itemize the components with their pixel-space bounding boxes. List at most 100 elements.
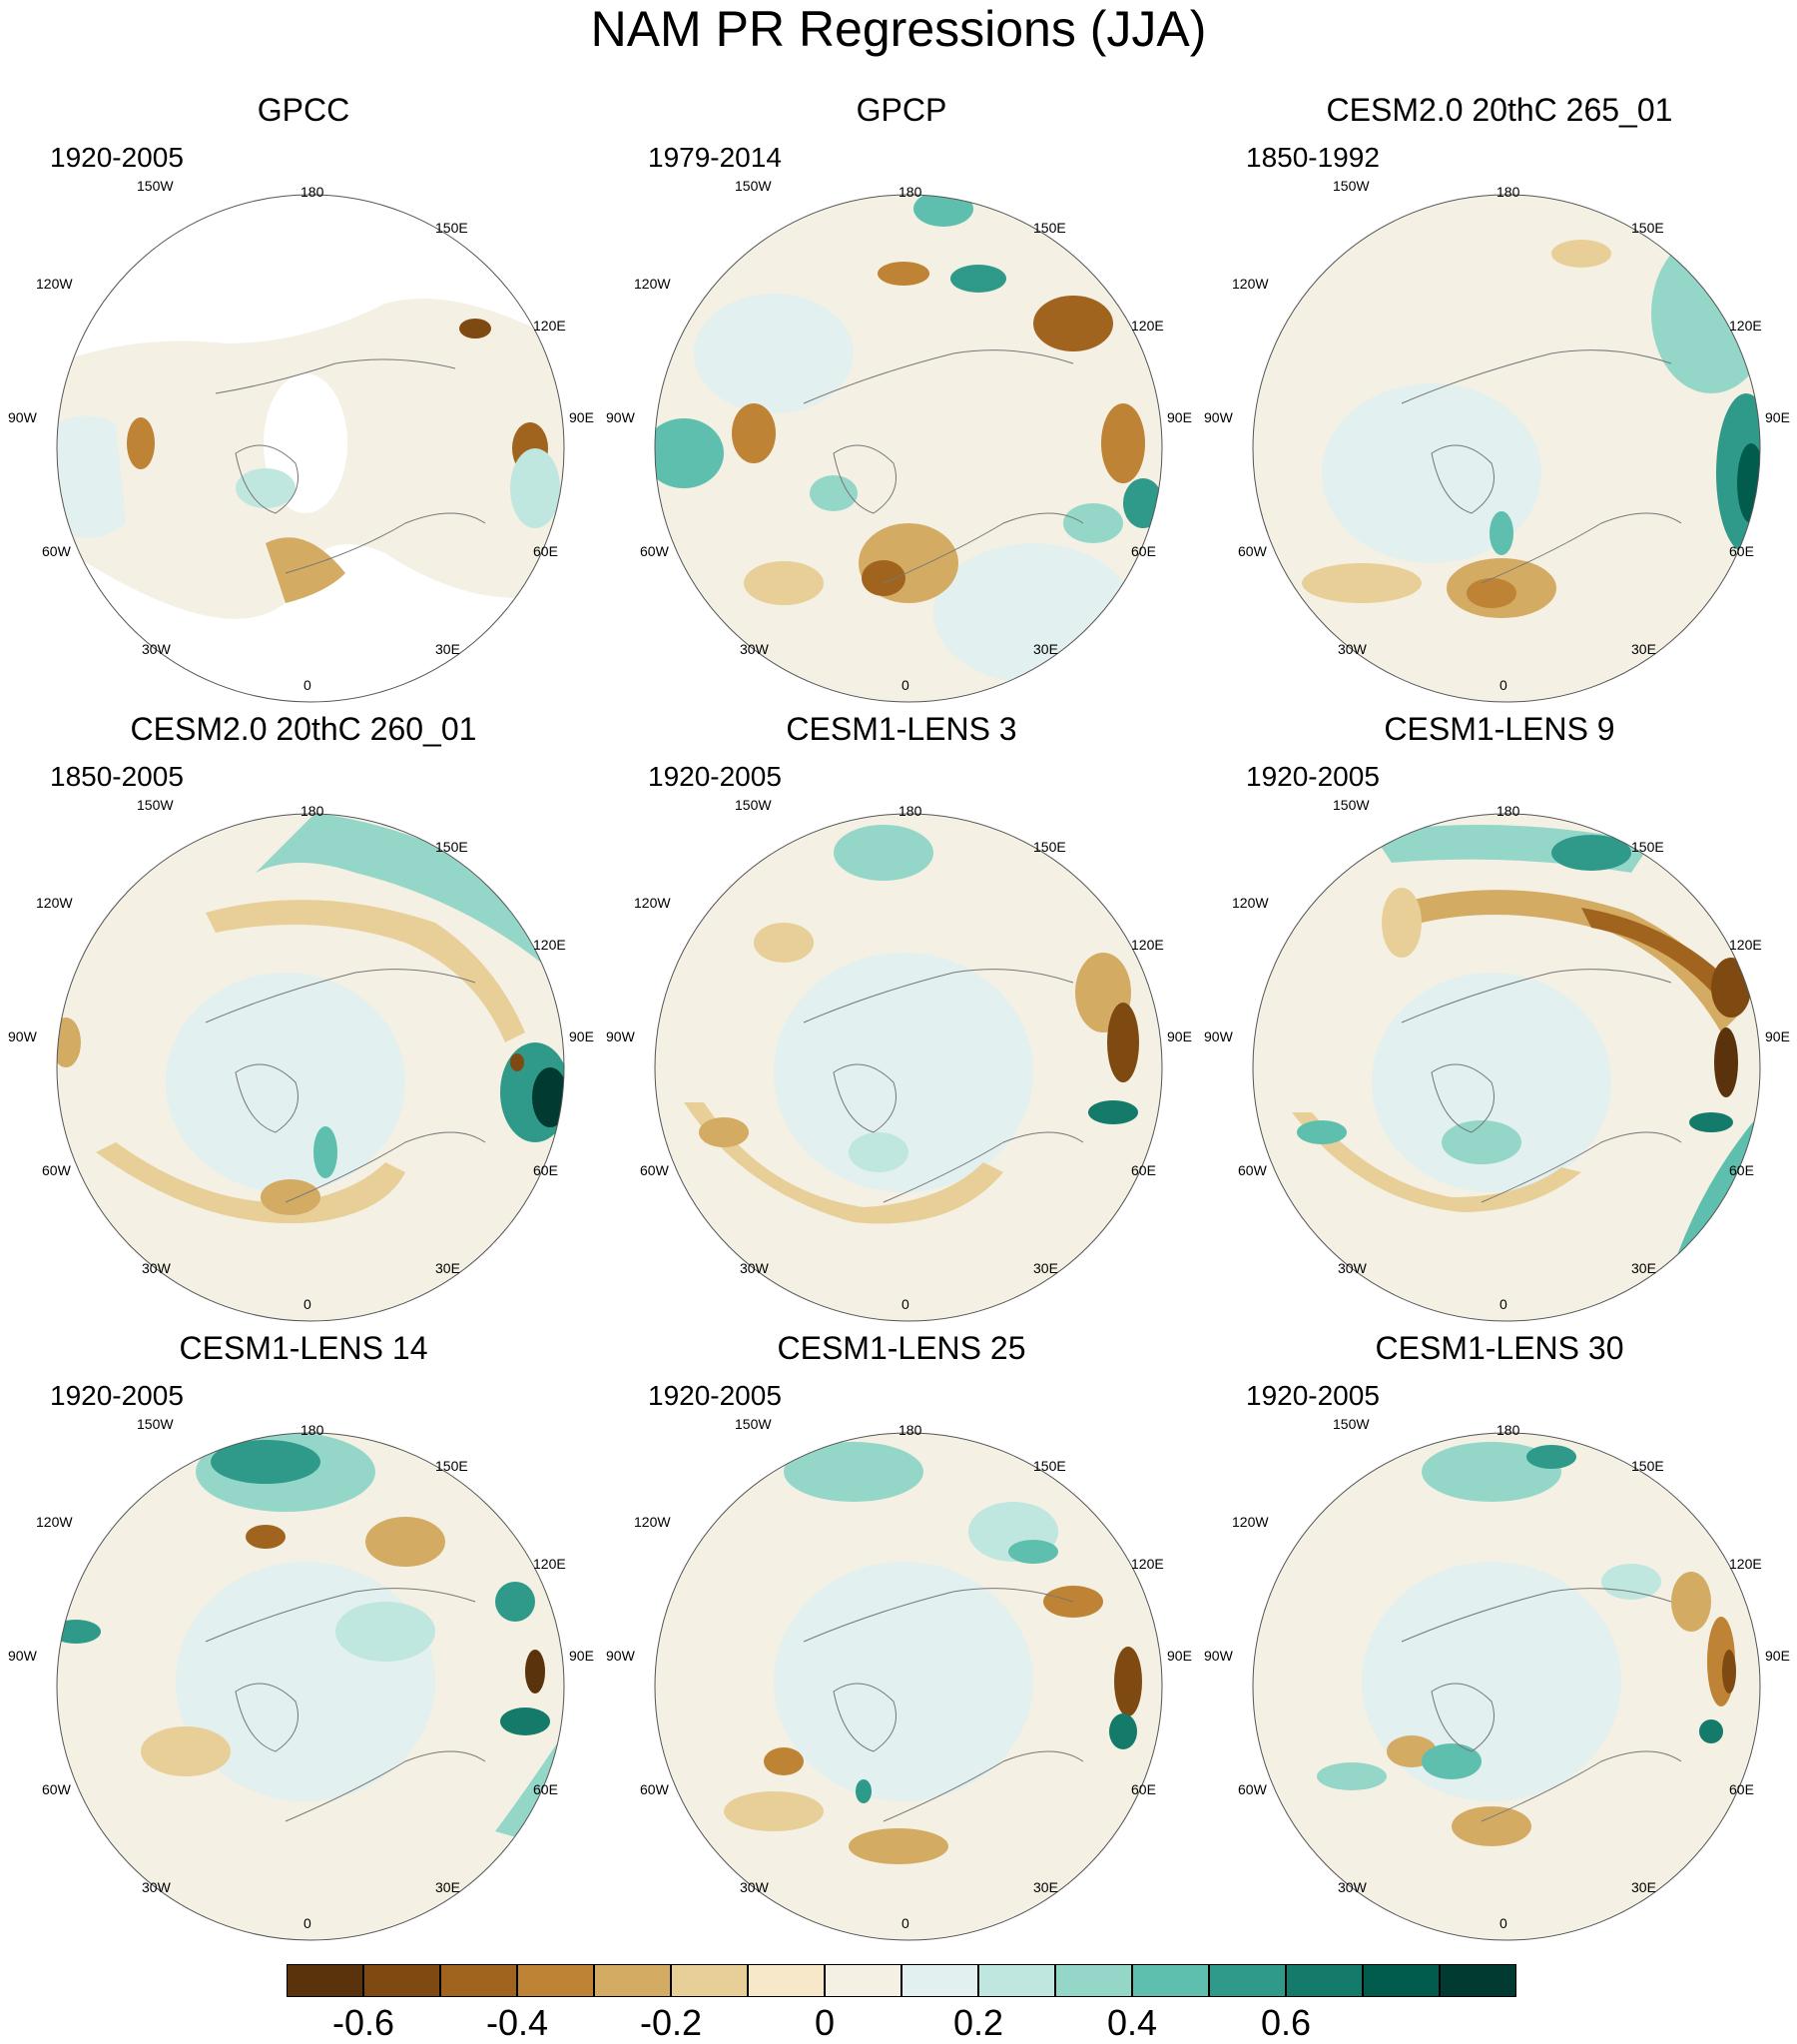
lon-label: 30W <box>740 1879 769 1895</box>
lon-label: 180 <box>1497 1422 1520 1438</box>
colorbar-swatch <box>1132 1964 1209 1997</box>
lon-label: 120W <box>36 1514 73 1530</box>
lon-label: 150E <box>435 1458 468 1474</box>
panel-period: 1979-2014 <box>648 142 782 173</box>
panel-period: 1850-1992 <box>1246 142 1380 173</box>
lon-label: 150W <box>1333 178 1370 194</box>
lon-label: 0 <box>901 1296 909 1312</box>
lon-label: 90W <box>1204 1028 1233 1044</box>
lon-label: 180 <box>300 803 324 819</box>
map-panel-cesm2-260: CESM2.0 20thC 260_01 1850-2005 180 150E … <box>4 711 603 1330</box>
lon-label: 120W <box>1232 895 1269 911</box>
map-panel-lens-9: CESM1-LENS 9 1920-2005 180 150E 120E 90E… <box>1200 711 1797 1330</box>
polar-map <box>654 813 1163 1322</box>
colorbar-swatch <box>363 1964 440 1997</box>
colorbar-swatch <box>1209 1964 1286 1997</box>
panel-period: 1920-2005 <box>1246 1380 1380 1411</box>
colorbar-swatch <box>1363 1964 1440 1997</box>
colorbar-swatch <box>1055 1964 1132 1997</box>
colorbar-swatch <box>594 1964 671 1997</box>
lon-label: 180 <box>898 184 922 200</box>
lon-label: 90W <box>606 409 635 425</box>
lon-label: 60W <box>1238 1781 1267 1797</box>
lon-label: 150E <box>1033 1458 1066 1474</box>
lon-label: 90E <box>569 409 594 425</box>
polar-map <box>56 194 565 703</box>
lon-label: 120W <box>634 1514 671 1530</box>
colorbar-swatch <box>287 1964 363 1997</box>
panel-title: CESM1-LENS 3 <box>786 711 1017 747</box>
lon-label: 90E <box>1167 409 1192 425</box>
lon-label: 150E <box>1033 839 1066 855</box>
map-panel-gpcp: GPCP 1979-2014 180 150E 120E 90 <box>602 92 1201 711</box>
lon-label: 60W <box>640 1781 669 1797</box>
lon-label: 180 <box>300 184 324 200</box>
lon-label: 120E <box>533 318 566 334</box>
lon-label: 180 <box>300 1422 324 1438</box>
lon-label: 0 <box>901 1915 909 1931</box>
lon-label: 30E <box>435 641 460 657</box>
lon-label: 120W <box>36 895 73 911</box>
colorbar-tick-label: 0.2 <box>952 2002 1004 2043</box>
lon-label: 150W <box>137 797 174 813</box>
colorbar-tick-label: -0.2 <box>639 2002 703 2043</box>
lon-label: 60E <box>1131 1162 1156 1178</box>
lon-label: 0 <box>303 1296 311 1312</box>
lon-label: 30W <box>1338 1260 1367 1276</box>
lon-label: 60E <box>533 1162 558 1178</box>
lon-label: 90E <box>1765 409 1790 425</box>
lon-label: 30E <box>1631 1260 1656 1276</box>
lon-label: 0 <box>303 677 311 693</box>
lon-label: 150W <box>1333 1416 1370 1432</box>
polar-map <box>654 194 1163 703</box>
lon-label: 30E <box>1033 641 1058 657</box>
panel-period: 1920-2005 <box>50 142 184 173</box>
map-panel-lens-14: CESM1-LENS 14 1920-2005 180 150E 120E 90… <box>4 1330 603 1949</box>
panel-title: CESM1-LENS 9 <box>1384 711 1615 747</box>
colorbar-tick-label: -0.4 <box>485 2002 549 2043</box>
lon-label: 90E <box>1167 1648 1192 1664</box>
lon-label: 150E <box>435 220 468 236</box>
lon-label: 120E <box>1729 1556 1762 1572</box>
map-panel-gpcc: GPCC 1920-2005 180 150E 120E 90E 60E 30E… <box>4 92 603 711</box>
lon-label: 150W <box>137 1416 174 1432</box>
lon-label: 30W <box>1338 1879 1367 1895</box>
lon-label: 180 <box>898 803 922 819</box>
lon-label: 150E <box>435 839 468 855</box>
colorbar-swatch <box>978 1964 1055 1997</box>
lon-label: 150E <box>1631 839 1664 855</box>
lon-label: 90E <box>1765 1648 1790 1664</box>
lon-label: 90W <box>8 409 37 425</box>
lon-label: 0 <box>1499 1915 1507 1931</box>
lon-label: 120W <box>36 276 73 292</box>
lon-label: 180 <box>1497 803 1520 819</box>
lon-label: 150E <box>1631 1458 1664 1474</box>
lon-label: 60E <box>1729 1781 1754 1797</box>
lon-label: 150W <box>735 178 772 194</box>
lon-label: 90W <box>8 1028 37 1044</box>
lon-label: 30E <box>1033 1879 1058 1895</box>
polar-map <box>1252 1432 1761 1941</box>
colorbar-tick-label: 0 <box>814 2002 836 2043</box>
lon-label: 30W <box>142 1879 171 1895</box>
lon-label: 60E <box>1729 543 1754 559</box>
lon-label: 60W <box>1238 543 1267 559</box>
lon-label: 30E <box>1033 1260 1058 1276</box>
lon-label: 90W <box>606 1028 635 1044</box>
panel-title: CESM2.0 20thC 260_01 <box>130 711 477 747</box>
polar-map <box>56 813 565 1322</box>
lon-label: 0 <box>303 1915 311 1931</box>
lon-label: 60W <box>42 543 71 559</box>
lon-label: 150E <box>1631 220 1664 236</box>
lon-label: 90W <box>1204 1648 1233 1664</box>
lon-label: 180 <box>1497 184 1520 200</box>
lon-label: 60W <box>42 1162 71 1178</box>
lon-label: 0 <box>901 677 909 693</box>
lon-label: 30E <box>1631 1879 1656 1895</box>
lon-label: 150W <box>735 797 772 813</box>
panel-title: CESM1-LENS 25 <box>777 1330 1026 1366</box>
panel-period: 1920-2005 <box>50 1380 184 1411</box>
panel-period: 1920-2005 <box>1246 761 1380 792</box>
map-panel-lens-30: CESM1-LENS 30 1920-2005 180 150E 120E 90… <box>1200 1330 1797 1949</box>
lon-label: 120E <box>1131 1556 1164 1572</box>
